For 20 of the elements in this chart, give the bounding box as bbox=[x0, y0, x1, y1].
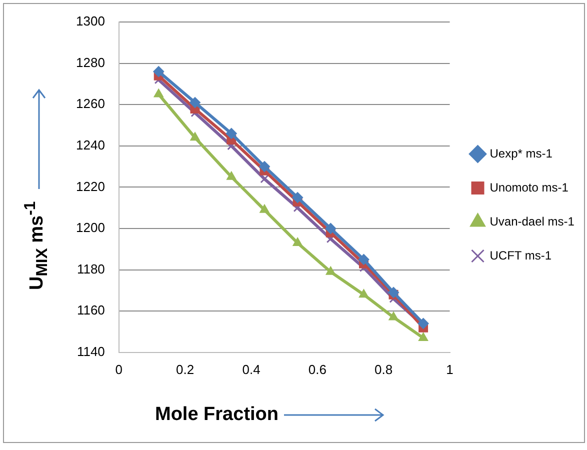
y-tick-label: 1300 bbox=[76, 14, 105, 29]
x-tick-label: 0.2 bbox=[176, 362, 194, 377]
y-tick-label: 1180 bbox=[76, 261, 105, 276]
y-tick-label: 1260 bbox=[76, 96, 105, 112]
x-axis-title: Mole Fraction bbox=[155, 404, 279, 426]
y-tick-label: 1220 bbox=[76, 178, 105, 194]
y-tick-label: 1160 bbox=[76, 302, 105, 318]
y-tick-label: 1280 bbox=[76, 54, 105, 70]
legend-label: Unomoto ms-1 bbox=[490, 180, 569, 194]
x-tick-label: 0.4 bbox=[242, 362, 260, 377]
x-tick-label: 1 bbox=[446, 362, 454, 377]
x-tick-label: 0.6 bbox=[308, 362, 326, 377]
legend-label: UCFT ms-1 bbox=[490, 248, 552, 262]
legend-label: Uexp* ms-1 bbox=[490, 146, 553, 160]
y-tick-label: 1200 bbox=[76, 220, 105, 236]
x-tick-label: 0.8 bbox=[374, 362, 393, 377]
y-tick-label: 1240 bbox=[76, 137, 105, 152]
y-tick-label: 1140 bbox=[76, 344, 105, 359]
x-tick-label: 0 bbox=[115, 362, 123, 377]
legend-label: Uvan-dael ms-1 bbox=[490, 214, 575, 228]
